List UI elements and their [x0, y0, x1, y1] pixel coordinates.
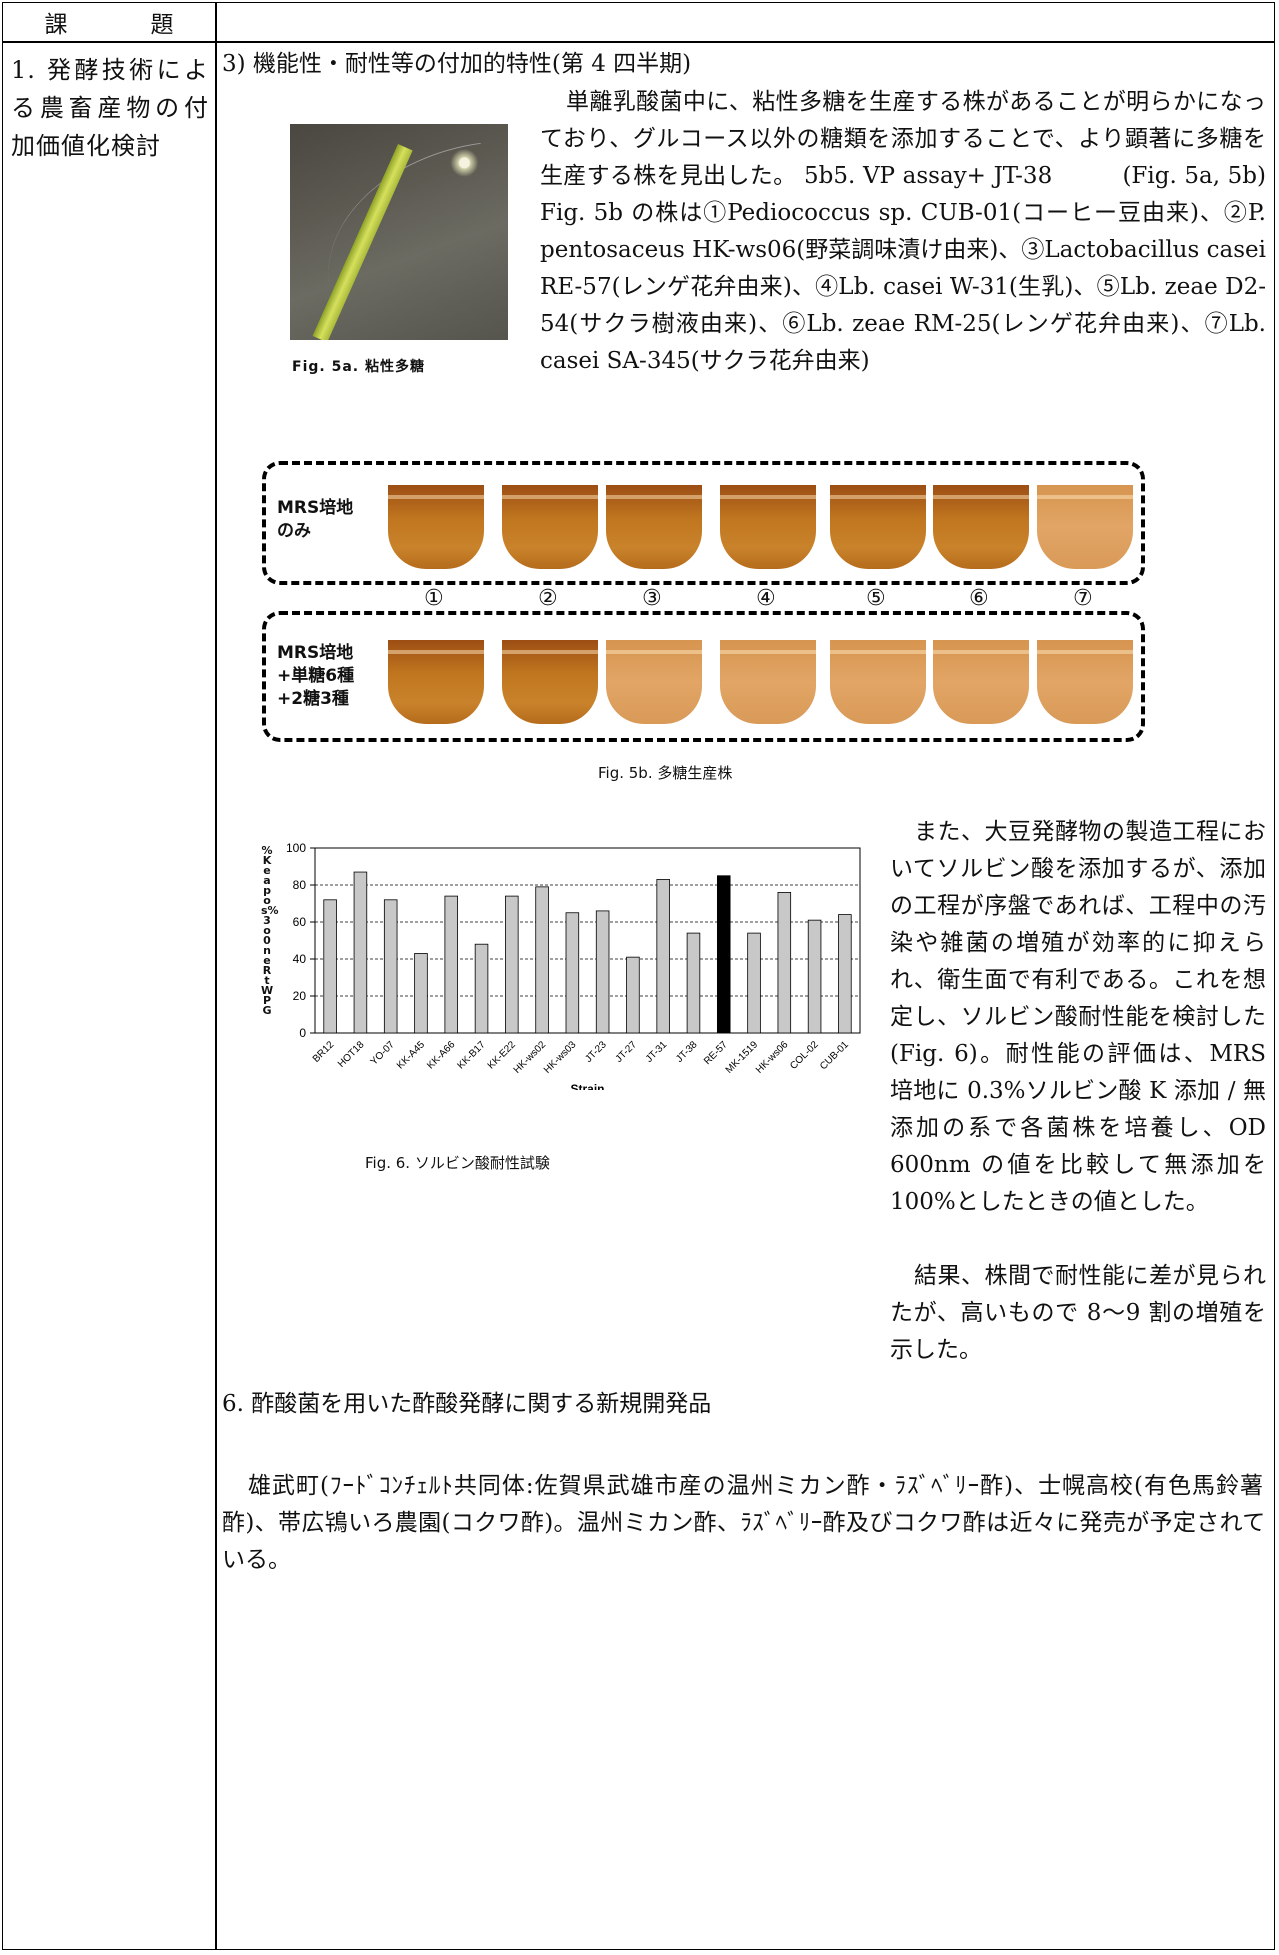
fig5b-tube-number: ⑦ [1073, 586, 1093, 611]
fig5b-tube [606, 640, 702, 724]
bar-cub-01 [838, 914, 852, 1034]
fig5b-tube-number: ④ [756, 586, 776, 611]
y-tick-label: 20 [293, 989, 307, 1003]
bar-re-57 [716, 875, 731, 1034]
x-tick-label: JT-31 [644, 1039, 670, 1065]
x-tick-label: RE-57 [702, 1039, 730, 1067]
section6-heading: 6. 酢酸菌を用いた酢酸発酵に関する新規開発品 [222, 1391, 712, 1417]
fig5b-tube [1037, 640, 1133, 724]
fig5b-tube [720, 640, 816, 724]
section3-intro: 単離乳酸菌中に、粘性多糖を生産する株があることが明らかになっており、グルコース以… [540, 89, 1266, 374]
fig5b-tube [388, 485, 484, 569]
fig5b-tube [933, 485, 1029, 569]
bar-kk-b17 [474, 943, 489, 1034]
fig5b-box2-label: MRS培地 +単糖6種 +2糖3種 [277, 643, 355, 709]
fig5b-box-mrs-sugars [262, 611, 1145, 742]
y-tick-label: 80 [293, 878, 307, 892]
x-tick-label: HK-ws03 [542, 1039, 579, 1076]
topic-cell: 1. 発酵技術による農畜産物の付加価値化検討 [11, 56, 209, 160]
fig5b-box-mrs-only [262, 461, 1145, 585]
bar-kk-e22 [505, 895, 519, 1034]
bar-hk-ws03 [565, 912, 580, 1034]
x-tick-label: HK-ws06 [754, 1039, 791, 1076]
fig5b-tube-number: ③ [642, 586, 662, 611]
fig5b-tube [502, 485, 598, 569]
header-label: 課 題 [44, 12, 204, 38]
fig5b-tube [1037, 485, 1133, 569]
x-tick-label: YO-07 [369, 1039, 398, 1068]
plot-area [314, 847, 861, 1034]
y-tick-label: 100 [286, 841, 306, 855]
x-tick-label: COL-02 [788, 1039, 821, 1072]
x-tick-label: KK-A66 [425, 1039, 457, 1071]
bar-jt-31 [656, 879, 670, 1034]
bar-col-02 [807, 919, 822, 1034]
x-tick-label: JT-27 [614, 1039, 640, 1065]
fig5b-tube [606, 485, 702, 569]
fig6-text-1: また、大豆発酵物の製造工程においてソルビン酸を添加するが、添加の工程が序盤であれ… [890, 819, 1266, 1215]
fig5b-tube-number: ⑥ [969, 586, 989, 611]
bar-yo-07 [383, 899, 398, 1034]
fig5b-caption: Fig. 5b. 多糖生産株 [598, 764, 733, 782]
x-tick-label: HOT18 [336, 1039, 367, 1070]
x-axis-label: Strain [570, 1082, 604, 1090]
fig5b-tube [720, 485, 816, 569]
column-divider [215, 3, 217, 1949]
fig6-caption: Fig. 6. ソルビン酸耐性試験 [365, 1154, 550, 1172]
fig5b-tube-number: ⑤ [866, 586, 886, 611]
fig6-ylabel: %Keapos%3o0neRtWPG [261, 844, 279, 1017]
y-tick-label: 40 [293, 952, 307, 966]
header-divider [3, 41, 1274, 43]
y-tick-label: 60 [293, 915, 307, 929]
section6-body: 雄武町(ﾌｰﾄﾞｺﾝﾁｪﾙﾄ共同体:佐賀県武雄市産の温州ミカン酢・ﾗｽﾞﾍﾞﾘｰ… [222, 1473, 1266, 1573]
fig5b-tube [502, 640, 598, 724]
fig6-chart: 0 20 40 60 80 100 BR12 HOT18 YO-07KK-A45KK-A66KK… [286, 841, 861, 1090]
fig5b-tube [830, 640, 926, 724]
fig5a-caption: Fig. 5a. 粘性多糖 [292, 359, 425, 375]
fig5b-tube-number: ② [538, 586, 558, 611]
fig5a-photo [290, 124, 508, 340]
bar-mk-1519 [747, 932, 761, 1034]
y-tick-label: 0 [299, 1026, 306, 1040]
bar-jt-38 [686, 932, 701, 1034]
bar-br12 [323, 899, 337, 1034]
x-tick-label: CUB-01 [818, 1039, 851, 1072]
x-tick-label: BR12 [311, 1039, 337, 1065]
bar-jt-23 [595, 910, 610, 1034]
bar-hk-ws02 [535, 886, 549, 1034]
bar-kk-a66 [444, 895, 459, 1034]
x-tick-label: JT-23 [583, 1039, 609, 1065]
fig5b-tube [388, 640, 484, 724]
fig5b-tube [830, 485, 926, 569]
bar-hot18 [353, 871, 368, 1034]
x-tick-label: KK-B17 [455, 1039, 487, 1071]
bar-hk-ws06 [777, 892, 792, 1034]
fig5b-tube-number: ① [424, 586, 444, 611]
bar-kk-a45 [414, 953, 428, 1034]
fig5b-tube [933, 640, 1029, 724]
x-tick-label: KK-A45 [395, 1039, 427, 1071]
fig5b-box1-label: MRS培地 のみ [277, 498, 354, 541]
section3-heading: 3) 機能性・耐性等の付加的特性(第 4 四半期) [222, 51, 692, 77]
fig6-text-2: 結果、株間で耐性能に差が見られたが、高いもので 8～9 割の増殖を示した。 [890, 1263, 1266, 1363]
x-tick-label: JT-38 [674, 1039, 700, 1065]
bar-jt-27 [626, 956, 640, 1034]
